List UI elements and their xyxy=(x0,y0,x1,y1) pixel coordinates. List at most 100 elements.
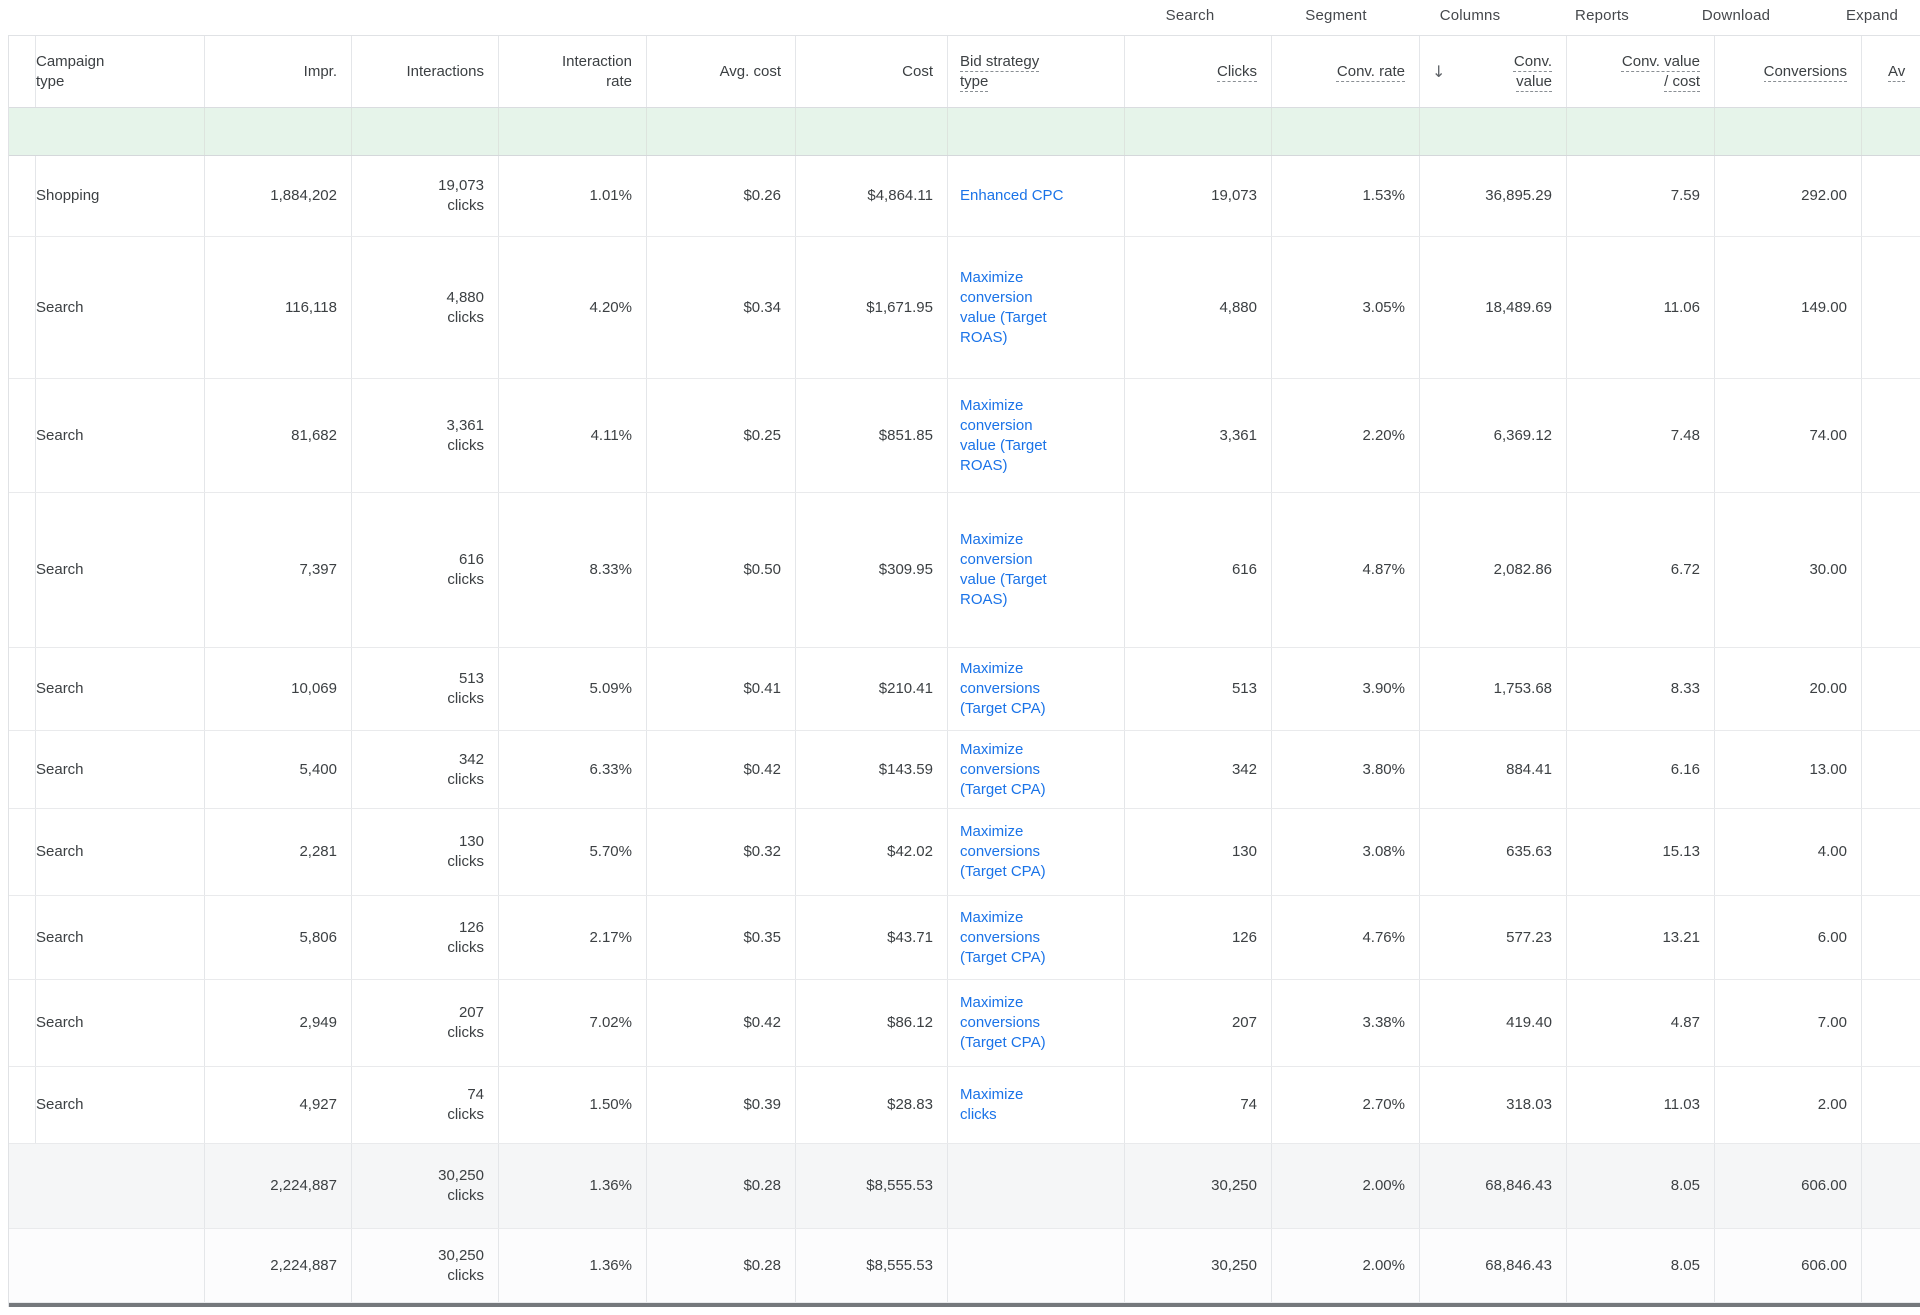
interaction-rate-value: 6.33% xyxy=(589,760,632,778)
conversions-value: 606.00 xyxy=(1801,1256,1847,1274)
interactions-value: 4,880 clicks xyxy=(446,288,484,328)
column-header-avg_extra[interactable]: Av xyxy=(1862,36,1920,107)
conversions-value: 606.00 xyxy=(1801,1177,1847,1194)
cell-cost: $28.83 xyxy=(796,1067,948,1143)
cell-campaign-type: Search xyxy=(24,237,205,378)
filter-row-cell xyxy=(1420,108,1567,155)
cell-avg-extra xyxy=(1862,1144,1920,1228)
cell-conv-value: 577.23 xyxy=(1420,896,1567,979)
cell-interaction-rate: 1.36% xyxy=(499,1144,647,1228)
cell-interaction-rate: 1.01% xyxy=(499,156,647,236)
conversions-value: 292.00 xyxy=(1801,187,1847,204)
column-header-avg_cost[interactable]: Avg. cost xyxy=(647,36,796,107)
column-header-cost[interactable]: Cost xyxy=(796,36,948,107)
sort-descending-icon: ↓ xyxy=(1432,61,1446,81)
cost-value: $28.83 xyxy=(887,1096,933,1113)
cell-avg-cost: $0.42 xyxy=(647,980,796,1066)
toolbar-columns-button[interactable]: Columns xyxy=(1439,7,1501,24)
toolbar-expand-button[interactable]: Expand xyxy=(1845,7,1899,24)
impr-value: 2,224,887 xyxy=(270,1177,337,1194)
cell-campaign-type: Search xyxy=(24,896,205,979)
conv-value-value: 36,895.29 xyxy=(1485,187,1552,204)
interactions-number: 4,880 xyxy=(446,288,484,306)
bid-strategy-link[interactable]: Enhanced CPC xyxy=(960,187,1064,204)
conv-value-value: 419.40 xyxy=(1506,1014,1552,1031)
column-header-interaction_rate[interactable]: Interaction rate xyxy=(499,36,647,107)
column-header-interactions[interactable]: Interactions xyxy=(352,36,499,107)
cell-interactions: 616 clicks xyxy=(352,493,499,647)
cell-campaign-type: Search xyxy=(24,648,205,730)
conv-value-value: 2,082.86 xyxy=(1493,561,1552,578)
column-header-conv_rate[interactable]: Conv. rate xyxy=(1272,36,1420,107)
conv-value-value: 1,753.68 xyxy=(1493,680,1552,697)
cell-conversions: 74.00 xyxy=(1715,379,1862,492)
cell-campaign-type: Search xyxy=(24,980,205,1066)
conv-value-per-cost-value: 7.59 xyxy=(1670,187,1700,204)
cell-bid-strategy: Maximize clicks xyxy=(948,1067,1125,1143)
cost-value: $42.02 xyxy=(887,843,933,860)
cost-value: $309.95 xyxy=(878,561,933,578)
cell-conv-value-per-cost: 15.13 xyxy=(1567,809,1715,895)
bid-strategy-link[interactable]: Maximize conversion value (Target ROAS) xyxy=(960,396,1047,474)
campaign-type-value: Search xyxy=(36,1014,84,1031)
cell-conv-value: 36,895.29 xyxy=(1420,156,1567,236)
cell-conv-value-per-cost: 8.05 xyxy=(1567,1144,1715,1228)
bid-strategy-link[interactable]: Maximize conversions (Target CPA) xyxy=(960,660,1046,717)
cell-conversions: 20.00 xyxy=(1715,648,1862,730)
filter-row-cell xyxy=(24,108,205,155)
bid-strategy-link[interactable]: Maximize conversions (Target CPA) xyxy=(960,994,1046,1051)
filter-row-cell xyxy=(1862,108,1920,155)
cell-campaign-type xyxy=(24,1229,205,1302)
column-header-clicks[interactable]: Clicks xyxy=(1125,36,1272,107)
column-header-conv_value_per_cost[interactable]: Conv. value / cost xyxy=(1567,36,1715,107)
conv-rate-value: 1.53% xyxy=(1362,187,1405,204)
cell-conversions: 606.00 xyxy=(1715,1144,1862,1228)
cell-conv-value: 2,082.86 xyxy=(1420,493,1567,647)
cell-impr: 7,397 xyxy=(205,493,352,647)
bid-strategy-link[interactable]: Maximize conversion value (Target ROAS) xyxy=(960,531,1047,608)
cell-cost: $210.41 xyxy=(796,648,948,730)
column-header-campaign_type[interactable]: Campaign type xyxy=(24,36,205,107)
bid-strategy-link[interactable]: Maximize conversions (Target CPA) xyxy=(960,908,1046,966)
impr-value: 1,884,202 xyxy=(270,187,337,204)
avg-cost-value: $0.34 xyxy=(743,298,781,316)
conv-value-per-cost-value: 8.05 xyxy=(1670,1177,1700,1194)
column-header-conversions[interactable]: Conversions xyxy=(1715,36,1862,107)
cell-avg-cost: $0.32 xyxy=(647,809,796,895)
cell-impr: 81,682 xyxy=(205,379,352,492)
column-header-impr[interactable]: Impr. xyxy=(205,36,352,107)
filter-row-cell xyxy=(796,108,948,155)
bid-strategy-link[interactable]: Maximize conversions (Target CPA) xyxy=(960,740,1046,798)
column-header-conv_value[interactable]: ↓ Conv. value xyxy=(1420,36,1567,107)
toolbar-search-button[interactable]: Search xyxy=(1165,7,1215,24)
cell-cost: $8,555.53 xyxy=(796,1144,948,1228)
bid-strategy-link[interactable]: Maximize conversion value (Target ROAS) xyxy=(960,268,1047,346)
interaction-rate-value: 1.36% xyxy=(589,1256,632,1274)
cell-cost: $8,555.53 xyxy=(796,1229,948,1302)
row-edge-cell xyxy=(9,809,36,895)
toolbar-download-button[interactable]: Download xyxy=(1701,7,1771,24)
cell-interactions: 3,361 clicks xyxy=(352,379,499,492)
total-row: 2,224,887 30,250 clicks 1.36% $0.28 $8,555.53… xyxy=(9,1229,1920,1303)
conversions-value: 2.00 xyxy=(1817,1096,1847,1113)
cell-conv-value-per-cost: 13.21 xyxy=(1567,896,1715,979)
cell-interaction-rate: 2.17% xyxy=(499,896,647,979)
table-bottom-border xyxy=(9,1303,1920,1307)
bid-strategy-link[interactable]: Maximize conversions (Target CPA) xyxy=(960,823,1046,880)
bid-strategy-link[interactable]: Maximize clicks xyxy=(960,1086,1024,1123)
toolbar-segment-button[interactable]: Segment xyxy=(1305,7,1367,24)
conversions-value: 4.00 xyxy=(1817,843,1847,860)
filter-row-cell xyxy=(499,108,647,155)
column-header-bid_strategy[interactable]: Bid strategy type xyxy=(948,36,1125,107)
cell-conv-rate: 1.53% xyxy=(1272,156,1420,236)
cell-avg-extra xyxy=(1862,493,1920,647)
interactions-value: 513 clicks xyxy=(447,669,484,709)
toolbar-reports-button[interactable]: Reports xyxy=(1575,7,1629,24)
cell-conv-rate: 2.00% xyxy=(1272,1229,1420,1302)
cell-conv-rate: 4.87% xyxy=(1272,493,1420,647)
conv-value-per-cost-value: 4.87 xyxy=(1670,1014,1700,1031)
cell-interaction-rate: 1.50% xyxy=(499,1067,647,1143)
cell-conv-value-per-cost: 7.48 xyxy=(1567,379,1715,492)
cell-campaign-type xyxy=(24,1144,205,1228)
impr-value: 2,949 xyxy=(299,1014,337,1031)
